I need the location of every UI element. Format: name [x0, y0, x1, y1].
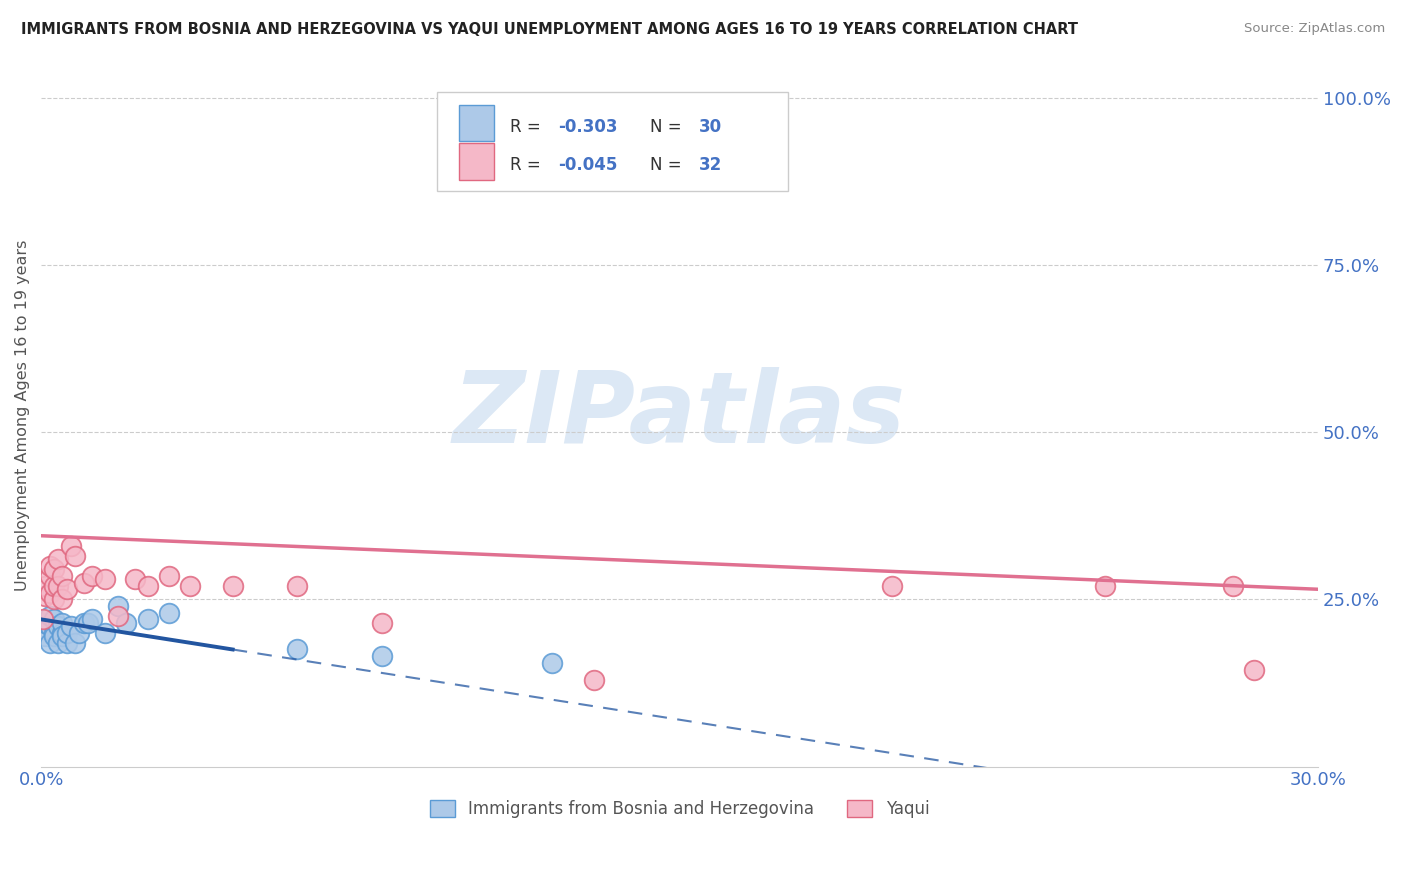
- Point: [46, 636, 69, 650]
- Point: [42, 629, 65, 643]
- Point: [179, 579, 201, 593]
- Point: [107, 609, 129, 624]
- Point: [82, 612, 104, 626]
- Point: [1094, 579, 1116, 593]
- Point: [73, 575, 96, 590]
- Point: [38, 585, 60, 599]
- Point: [94, 572, 117, 586]
- Text: R =: R =: [510, 118, 546, 136]
- Point: [59, 619, 82, 633]
- Point: [38, 558, 60, 573]
- Point: [42, 592, 65, 607]
- Point: [136, 612, 159, 626]
- Point: [583, 673, 606, 687]
- Point: [55, 582, 77, 597]
- Point: [34, 629, 56, 643]
- Point: [285, 642, 308, 657]
- Point: [46, 579, 69, 593]
- Point: [38, 569, 60, 583]
- Point: [77, 615, 100, 630]
- FancyBboxPatch shape: [437, 92, 789, 191]
- FancyBboxPatch shape: [458, 104, 495, 141]
- Text: 32: 32: [699, 156, 723, 174]
- Point: [124, 572, 146, 586]
- Point: [46, 619, 69, 633]
- Point: [32, 623, 55, 637]
- Point: [107, 599, 129, 613]
- Text: 30: 30: [699, 118, 721, 136]
- Point: [34, 615, 56, 630]
- Point: [82, 569, 104, 583]
- Point: [882, 579, 904, 593]
- Text: R =: R =: [510, 156, 546, 174]
- Point: [157, 606, 180, 620]
- Point: [541, 656, 564, 670]
- Point: [51, 569, 73, 583]
- Point: [285, 579, 308, 593]
- Text: -0.303: -0.303: [558, 118, 617, 136]
- Point: [34, 589, 56, 603]
- Point: [63, 549, 86, 563]
- Text: ZIPatlas: ZIPatlas: [453, 367, 907, 464]
- Text: N =: N =: [650, 156, 688, 174]
- Point: [1243, 663, 1265, 677]
- Text: -0.045: -0.045: [558, 156, 617, 174]
- Text: Source: ZipAtlas.com: Source: ZipAtlas.com: [1244, 22, 1385, 36]
- Y-axis label: Unemployment Among Ages 16 to 19 years: Unemployment Among Ages 16 to 19 years: [15, 240, 30, 591]
- Point: [73, 615, 96, 630]
- Point: [59, 539, 82, 553]
- Point: [46, 552, 69, 566]
- Point: [42, 612, 65, 626]
- Point: [1222, 579, 1244, 593]
- Point: [63, 636, 86, 650]
- Point: [51, 592, 73, 607]
- Point: [157, 569, 180, 583]
- Point: [136, 579, 159, 593]
- Point: [55, 636, 77, 650]
- Point: [38, 609, 60, 624]
- Point: [42, 625, 65, 640]
- Point: [370, 649, 392, 664]
- Point: [32, 612, 55, 626]
- Point: [51, 629, 73, 643]
- Point: [115, 615, 138, 630]
- Point: [42, 562, 65, 576]
- Text: IMMIGRANTS FROM BOSNIA AND HERZEGOVINA VS YAQUI UNEMPLOYMENT AMONG AGES 16 TO 19: IMMIGRANTS FROM BOSNIA AND HERZEGOVINA V…: [21, 22, 1078, 37]
- Point: [370, 615, 392, 630]
- Point: [38, 636, 60, 650]
- Point: [67, 625, 90, 640]
- Point: [221, 579, 243, 593]
- Legend: Immigrants from Bosnia and Herzegovina, Yaqui: Immigrants from Bosnia and Herzegovina, …: [423, 794, 936, 825]
- Point: [94, 625, 117, 640]
- Point: [38, 619, 60, 633]
- Text: N =: N =: [650, 118, 688, 136]
- Point: [55, 625, 77, 640]
- Point: [34, 579, 56, 593]
- Point: [51, 625, 73, 640]
- FancyBboxPatch shape: [458, 144, 495, 180]
- Point: [42, 579, 65, 593]
- Point: [51, 615, 73, 630]
